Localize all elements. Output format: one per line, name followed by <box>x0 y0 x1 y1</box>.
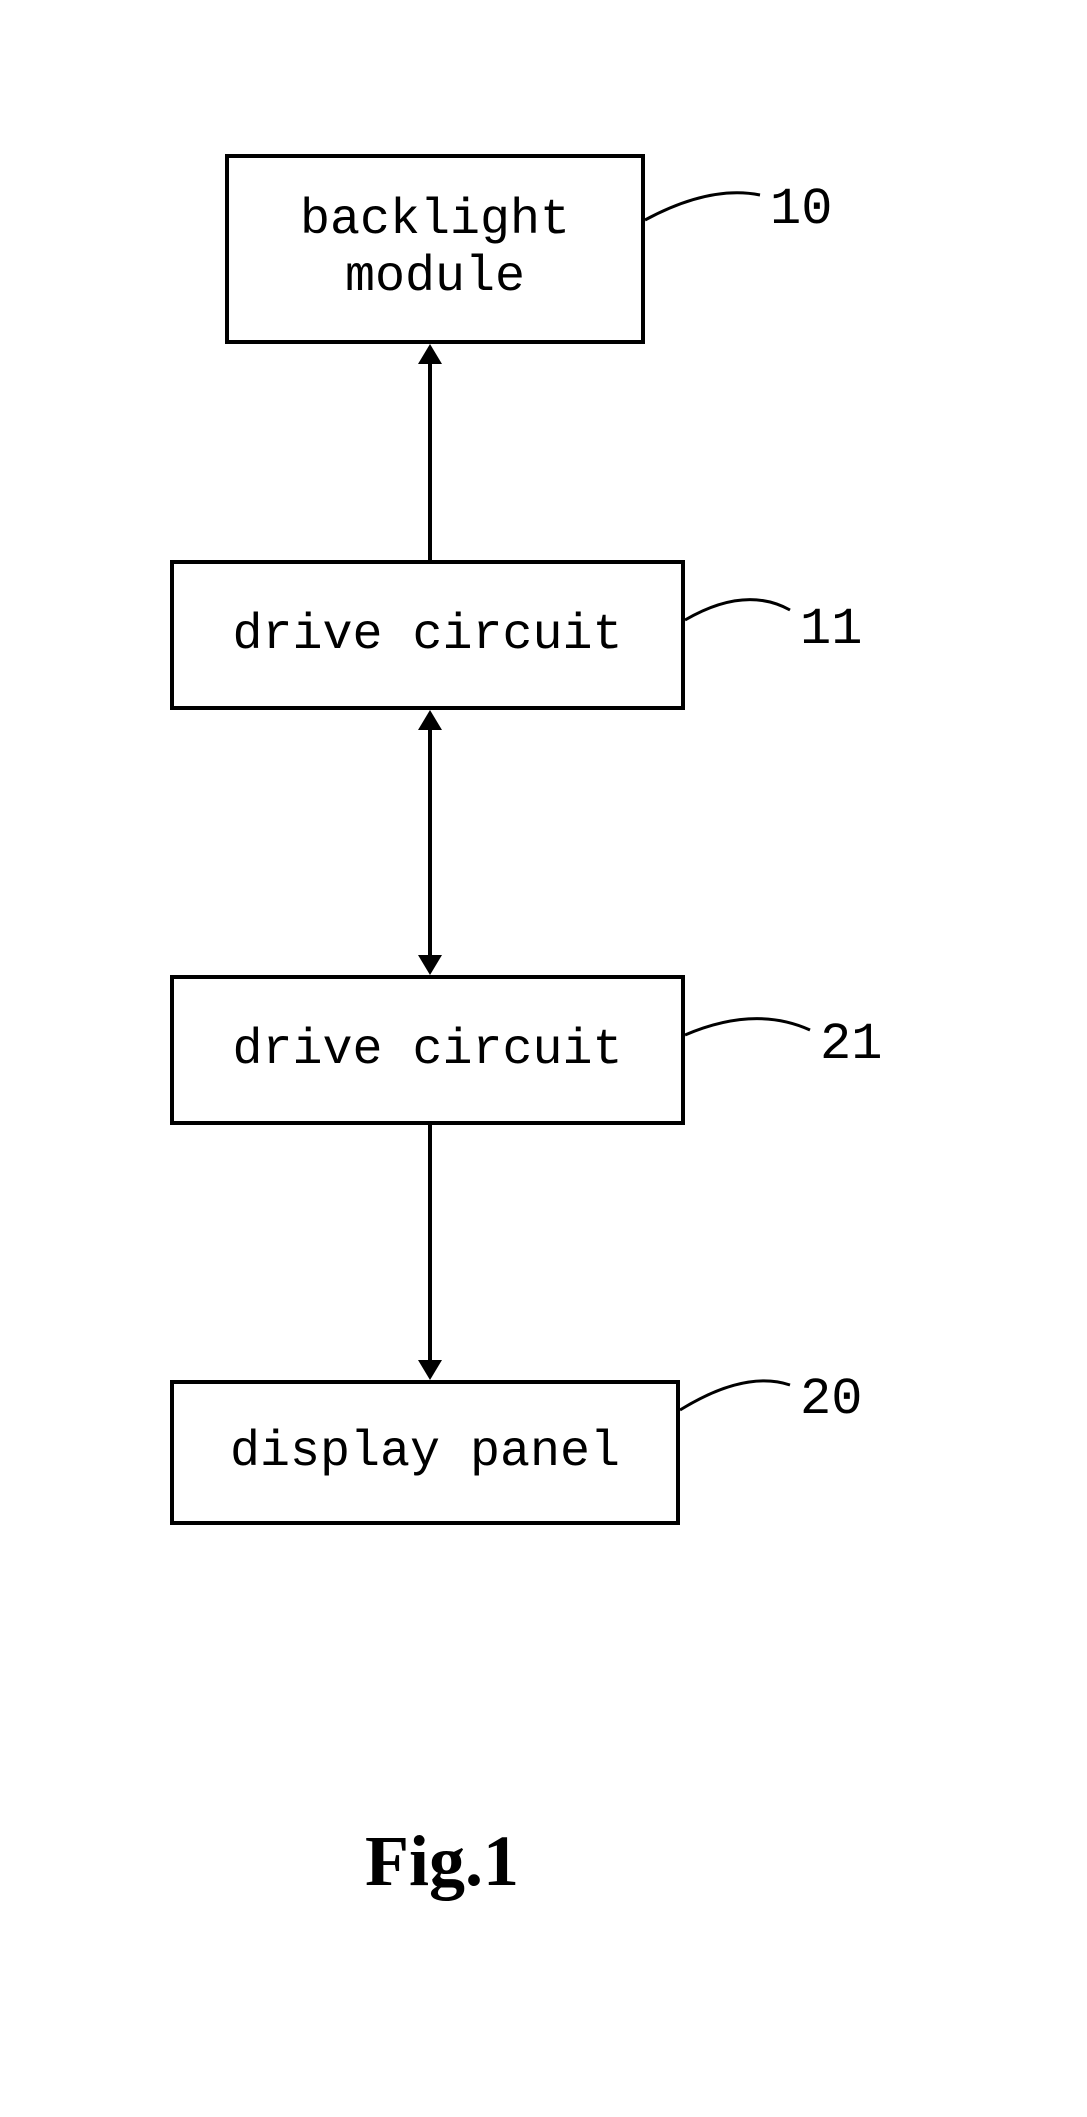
ref-label-10: 10 <box>770 180 832 239</box>
figure-caption: Fig.1 <box>365 1820 519 1903</box>
node-label: drive circuit <box>232 1022 622 1079</box>
node-drive-circuit-1: drive circuit <box>170 560 685 710</box>
ref-label-21: 21 <box>820 1015 882 1074</box>
node-backlight-module: backlight module <box>225 154 645 344</box>
node-label: display panel <box>230 1424 620 1481</box>
node-drive-circuit-2: drive circuit <box>170 975 685 1125</box>
diagram-canvas: backlight module drive circuit drive cir… <box>0 0 1087 2117</box>
node-display-panel: display panel <box>170 1380 680 1525</box>
ref-label-20: 20 <box>800 1370 862 1429</box>
ref-label-11: 11 <box>800 600 862 659</box>
node-label: backlight module <box>300 192 570 306</box>
node-label: drive circuit <box>232 607 622 664</box>
